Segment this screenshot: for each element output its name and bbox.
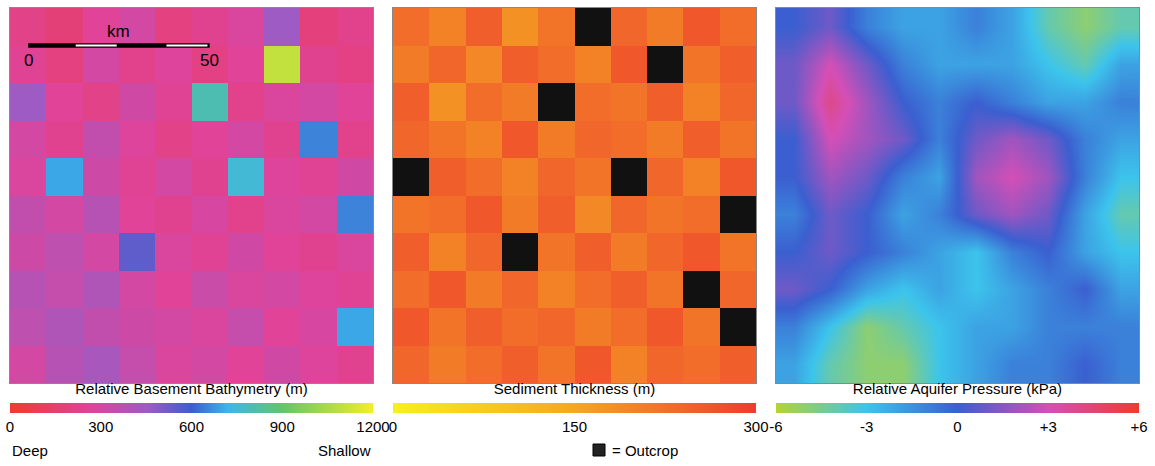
svg-text:Shallow: Shallow [318,442,371,459]
svg-text:Relative Basement Bathymetry (: Relative Basement Bathymetry (m) [75,380,308,397]
svg-text:-6: -6 [769,418,782,435]
svg-text:km: km [107,22,130,41]
svg-text:0: 0 [953,418,961,435]
svg-text:0: 0 [24,51,33,70]
svg-text:0: 0 [389,418,397,435]
svg-text:= Outcrop: = Outcrop [612,442,678,459]
svg-text:+3: +3 [1040,418,1057,435]
svg-text:1200: 1200 [356,418,389,435]
svg-text:+6: +6 [1130,418,1147,435]
svg-text:50: 50 [200,51,219,70]
svg-text:Relative Aquifer Pressure (kPa: Relative Aquifer Pressure (kPa) [853,380,1062,397]
svg-text:300: 300 [88,418,113,435]
svg-text:900: 900 [270,418,295,435]
svg-text:150: 150 [562,418,587,435]
svg-text:600: 600 [179,418,204,435]
svg-text:Deep: Deep [12,442,48,459]
svg-text:0: 0 [6,418,14,435]
svg-text:-3: -3 [860,418,873,435]
svg-text:Sediment Thickness (m): Sediment Thickness (m) [494,380,655,397]
svg-text:300: 300 [743,418,768,435]
